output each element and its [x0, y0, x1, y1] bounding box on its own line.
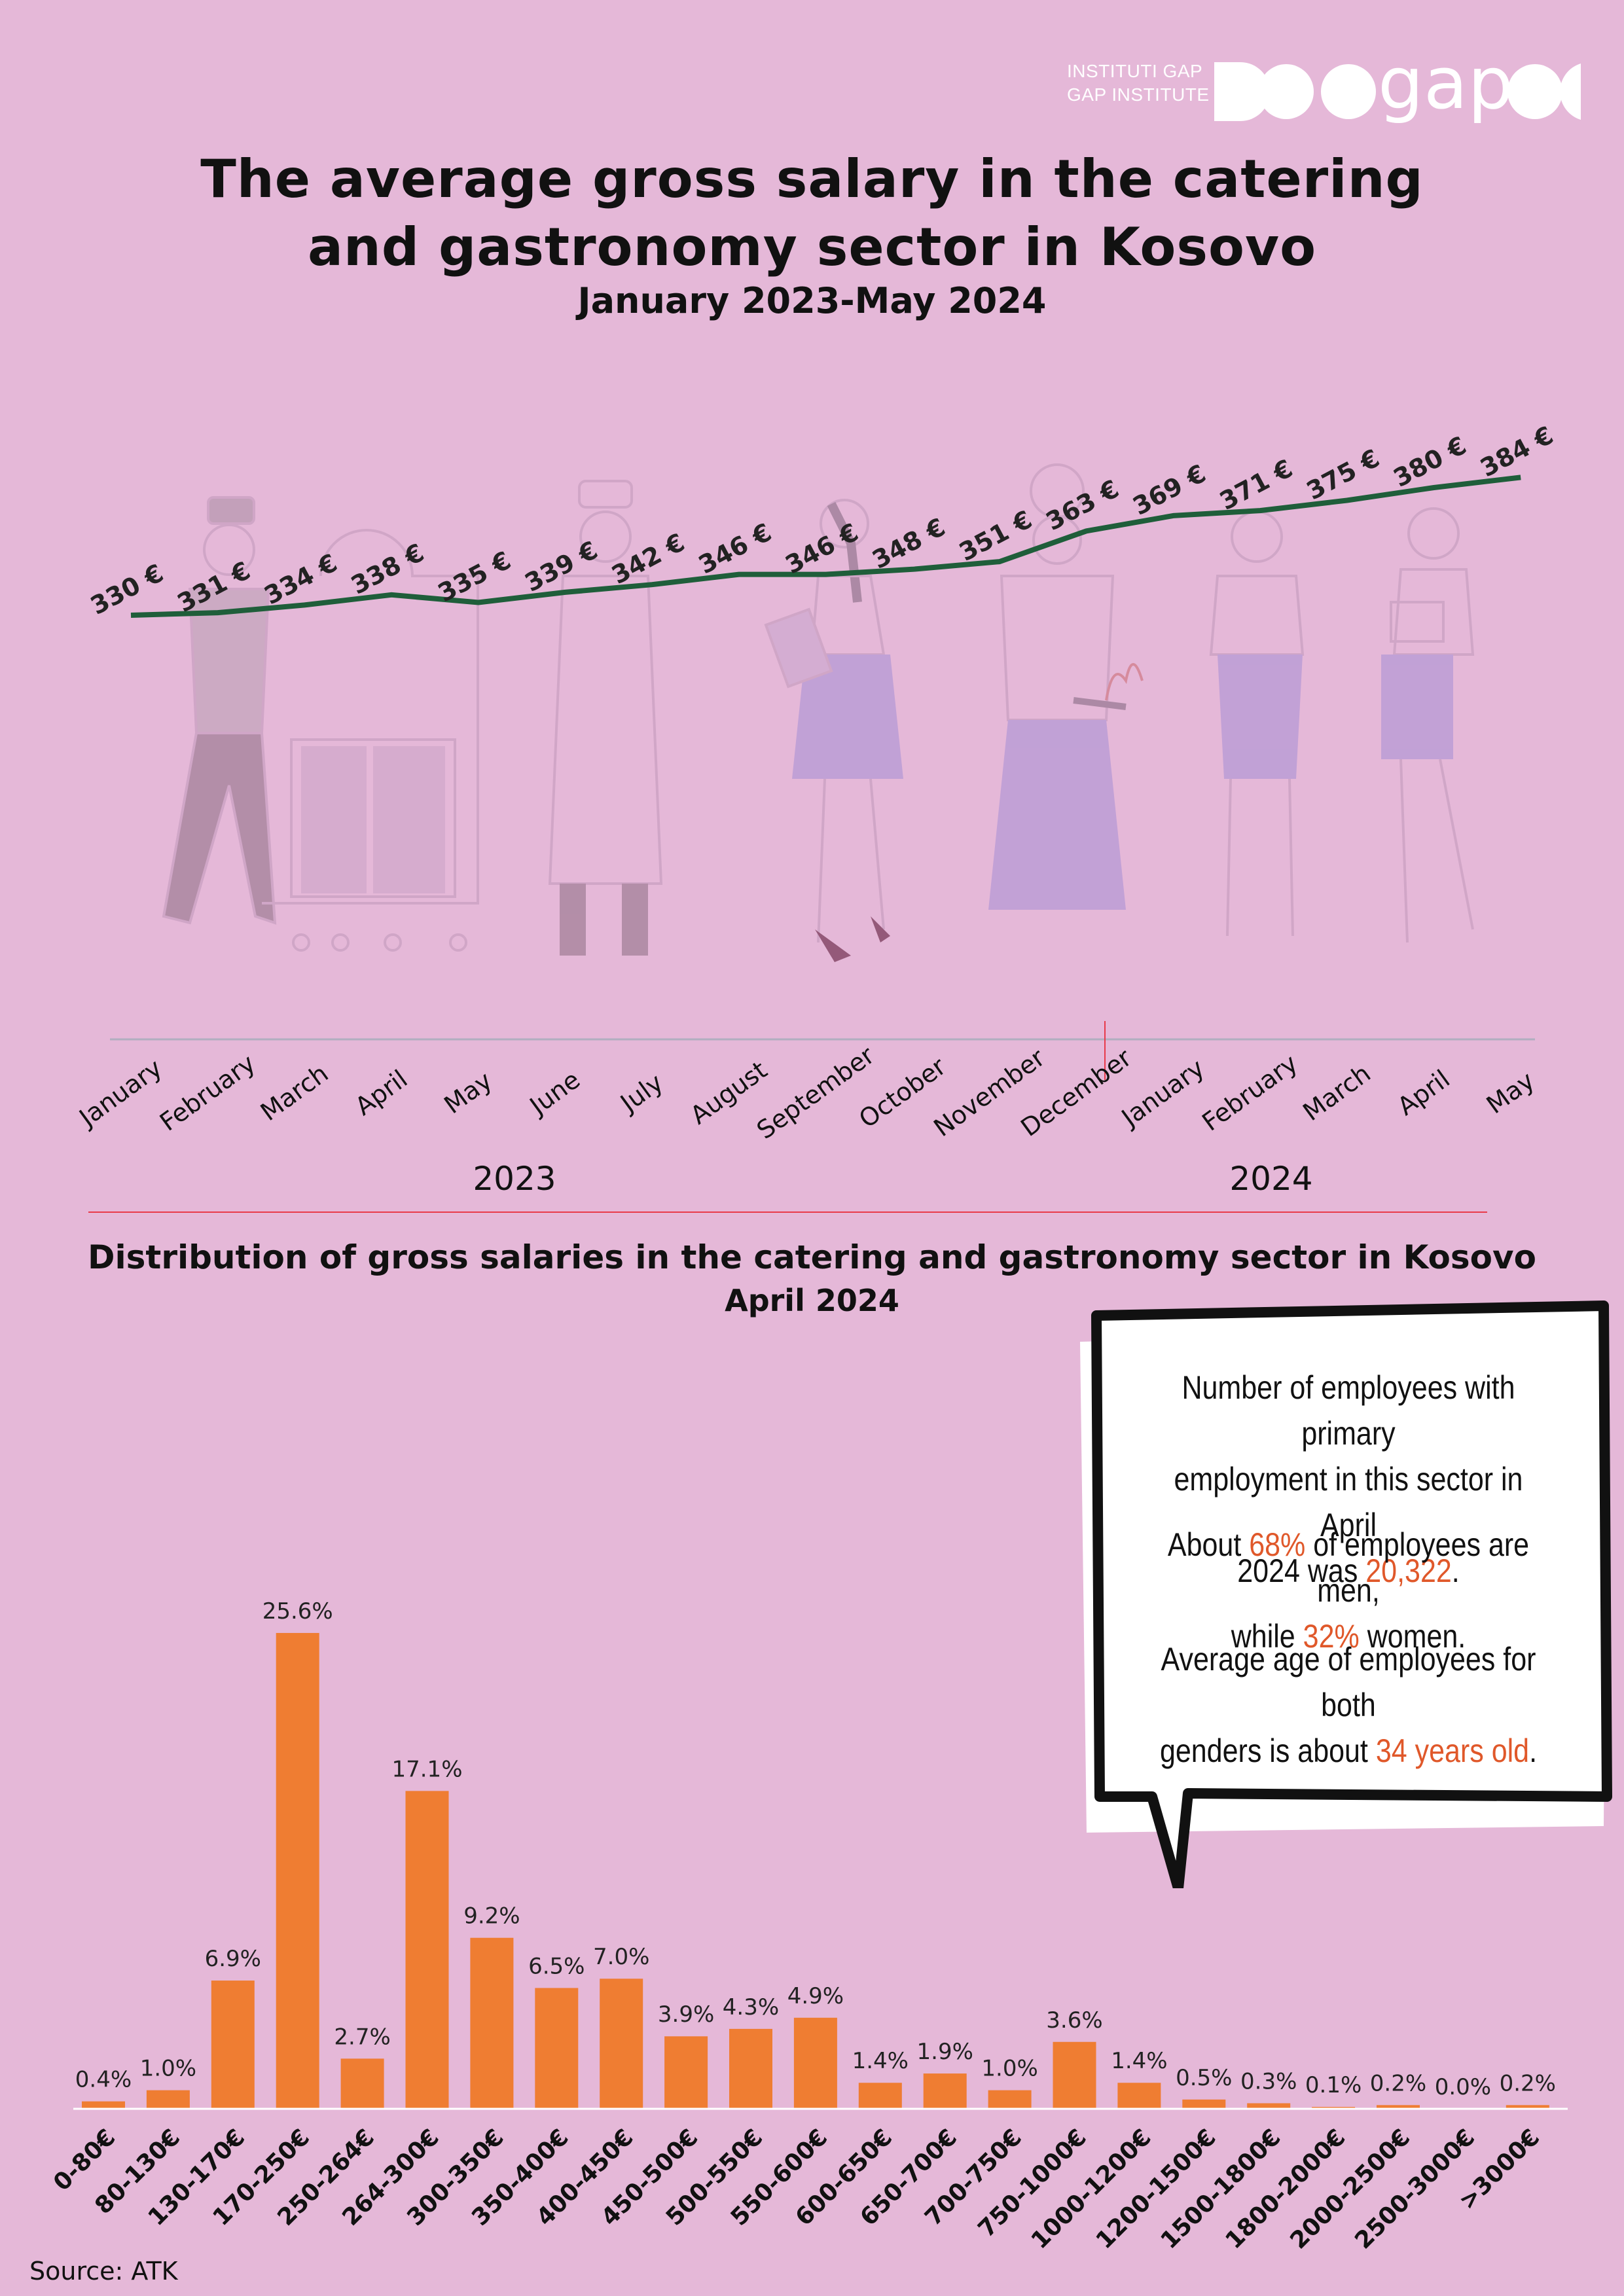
bar [82, 2101, 125, 2109]
bar [1053, 2041, 1096, 2109]
x-tick-label: September [751, 1041, 880, 1145]
bar-value-label: 0.5% [1176, 2065, 1232, 2091]
bar-value-label: 0.3% [1240, 2068, 1297, 2094]
bar-value-label: 1.4% [852, 2048, 909, 2074]
bar-value-label: 1.0% [981, 2056, 1038, 2082]
data-label: 351 € [954, 505, 1037, 567]
logo-mark: gap [1214, 56, 1581, 125]
worker-illustrations [162, 463, 1475, 962]
x-tick-label: May [439, 1066, 497, 1120]
doorman-illustration [548, 480, 663, 956]
logo-wordmark: gap [1378, 56, 1513, 125]
average-age: 34 years old [1375, 1732, 1530, 1769]
title-line-1: The average gross salary in the catering [200, 149, 1424, 209]
bar-value-label: 0.2% [1500, 2070, 1556, 2096]
page-subtitle: January 2023-May 2024 [577, 280, 1047, 321]
distribution-title: Distribution of gross salaries in the ca… [88, 1238, 1536, 1276]
data-label: 346 € [694, 518, 776, 580]
year-label-2024: 2024 [1229, 1160, 1312, 1198]
bar-value-label: 1.0% [140, 2056, 196, 2082]
bar-value-label: 3.9% [658, 2001, 714, 2028]
waitress-2-illustration [1381, 507, 1475, 943]
x-tick-label: May [1481, 1066, 1540, 1120]
speech-bubble [1080, 1300, 1612, 1888]
bar-value-label: 9.2% [463, 1903, 520, 1929]
bar-value-label: 25.6% [262, 1598, 333, 1624]
title-line-2: and gastronomy sector in Kosovo [307, 217, 1317, 278]
page-title: The average gross salary in the catering… [0, 145, 1624, 281]
bar [858, 2083, 902, 2109]
men-share: 68% [1249, 1526, 1306, 1563]
x-tick-label: January [73, 1053, 168, 1132]
data-label: 330 € [86, 558, 168, 620]
bar [988, 2090, 1032, 2109]
x-tick-label: March [1297, 1059, 1376, 1127]
server-illustration [1209, 511, 1305, 937]
salary-distribution-bar-chart: 0.4%0-80€1.0%80-130€6.9%130-170€25.6%170… [48, 1598, 1568, 2251]
data-label: 338 € [346, 538, 429, 600]
x-tick-label: March [255, 1059, 334, 1127]
bar [1117, 2083, 1161, 2109]
bar [1506, 2105, 1549, 2109]
bar [793, 2017, 837, 2109]
bar-value-label: 2.7% [334, 2024, 390, 2050]
bar [1182, 2099, 1226, 2109]
callout-employees: Number of employees with primary employm… [1174, 1369, 1523, 1589]
employee-count: 20,322 [1365, 1552, 1452, 1589]
chef-illustration [988, 463, 1144, 910]
salary-line [130, 475, 1521, 618]
bar [535, 1988, 579, 2109]
bar [470, 1937, 514, 2109]
gap-institute-logo: INSTITUTI GAP GAP INSTITUTE gap [1067, 56, 1581, 128]
waitress-illustration [764, 499, 903, 962]
callout-age: Average age of employees for both gender… [1159, 1641, 1538, 1769]
callout-gender: About 68% of employees are men, while 32… [1167, 1526, 1530, 1655]
x-tick-label: July [614, 1068, 668, 1119]
bar-value-label: 4.3% [723, 1994, 779, 2020]
x-tick-label: February [1197, 1049, 1303, 1137]
x-tick-label: April [350, 1064, 412, 1121]
bar [211, 1981, 255, 2109]
bar [276, 1632, 319, 2109]
salary-line-chart: 330 €331 €334 €338 €335 €339 €342 €346 €… [73, 421, 1558, 1213]
bar-value-label: 1.4% [1111, 2048, 1167, 2074]
distribution-subtitle: April 2024 [725, 1283, 899, 1318]
women-share: 32% [1303, 1618, 1360, 1655]
year-label-2023: 2023 [473, 1160, 556, 1198]
bar-value-label: 6.5% [528, 1953, 585, 1979]
bar-value-label: 0.2% [1370, 2070, 1426, 2096]
bellhop-illustration [162, 496, 479, 952]
bar [146, 2090, 190, 2109]
bar [923, 2073, 967, 2109]
x-tick-label: June [524, 1065, 585, 1121]
bar [600, 1979, 643, 2109]
bar [1377, 2105, 1420, 2109]
logo-line-1: INSTITUTI GAP [1067, 61, 1203, 81]
bar-value-label: 6.9% [205, 1946, 261, 1972]
x-tick-label: February [154, 1049, 261, 1137]
bar-value-label: 0.0% [1435, 2074, 1491, 2100]
bar [1247, 2103, 1291, 2109]
bar [729, 2028, 772, 2109]
bar-value-label: 3.6% [1046, 2007, 1102, 2034]
bar [405, 1791, 449, 2109]
x-tick-label: April [1392, 1064, 1455, 1121]
logo-line-2: GAP INSTITUTE [1067, 84, 1210, 105]
bar-value-label: 7.0% [593, 1944, 649, 1970]
data-label: 369 € [1128, 459, 1210, 521]
data-label: 384 € [1475, 421, 1558, 483]
bar-value-label: 0.4% [75, 2067, 132, 2093]
bar [664, 2036, 708, 2109]
bar-value-label: 4.9% [787, 1983, 844, 2009]
bar [340, 2058, 384, 2109]
bar-value-label: 1.9% [917, 2039, 973, 2065]
source-note: Source: ATK [29, 2257, 178, 2286]
bar-value-label: 0.1% [1305, 2072, 1362, 2098]
bar-value-label: 17.1% [391, 1756, 462, 1782]
